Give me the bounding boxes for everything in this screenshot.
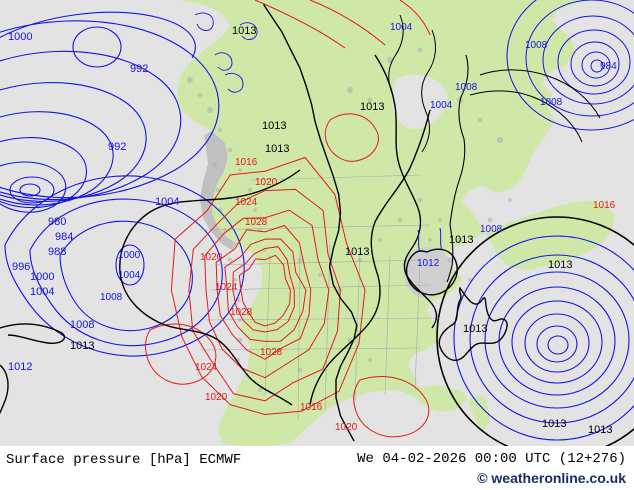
svg-text:1008: 1008 (70, 319, 94, 331)
svg-text:1008: 1008 (480, 224, 503, 235)
svg-text:996: 996 (12, 261, 30, 273)
svg-text:992: 992 (108, 141, 126, 153)
svg-text:1013: 1013 (70, 340, 94, 352)
svg-text:984: 984 (55, 231, 73, 243)
svg-text:1013: 1013 (232, 25, 256, 37)
svg-text:1028: 1028 (260, 347, 283, 358)
svg-text:1020: 1020 (255, 177, 278, 188)
svg-text:1013: 1013 (449, 234, 473, 246)
svg-text:1028: 1028 (245, 217, 268, 228)
svg-text:1020: 1020 (335, 422, 358, 433)
svg-text:1016: 1016 (235, 157, 258, 168)
svg-text:1012: 1012 (417, 258, 440, 269)
svg-text:1013: 1013 (542, 418, 566, 430)
svg-text:1024: 1024 (215, 282, 238, 293)
svg-text:992: 992 (130, 63, 148, 75)
svg-text:1004: 1004 (390, 22, 413, 33)
svg-text:980: 980 (48, 216, 66, 228)
svg-text:1028: 1028 (230, 307, 253, 318)
svg-text:1012: 1012 (8, 361, 32, 373)
svg-text:1013: 1013 (262, 120, 286, 132)
svg-text:1020: 1020 (205, 392, 228, 403)
svg-text:1004: 1004 (155, 196, 179, 208)
svg-text:1013: 1013 (588, 424, 612, 436)
svg-text:1013: 1013 (548, 259, 572, 271)
svg-text:1000: 1000 (30, 271, 54, 283)
svg-text:1024: 1024 (195, 362, 218, 373)
svg-text:1013: 1013 (265, 143, 289, 155)
svg-text:1016: 1016 (593, 200, 616, 211)
svg-text:1004: 1004 (430, 100, 453, 111)
svg-text:1004: 1004 (30, 286, 54, 298)
svg-text:984: 984 (600, 61, 617, 72)
svg-text:1024: 1024 (235, 197, 258, 208)
svg-text:1013: 1013 (360, 101, 384, 113)
svg-text:1020: 1020 (200, 252, 223, 263)
svg-text:1000: 1000 (118, 250, 141, 261)
svg-text:1004: 1004 (118, 270, 141, 281)
svg-text:1008: 1008 (540, 97, 563, 108)
svg-text:1008: 1008 (100, 292, 123, 303)
svg-text:1008: 1008 (455, 82, 478, 93)
svg-text:988: 988 (48, 246, 66, 258)
svg-text:1013: 1013 (463, 323, 487, 335)
svg-text:1000: 1000 (8, 31, 32, 43)
svg-text:1008: 1008 (525, 40, 548, 51)
svg-text:1013: 1013 (345, 246, 369, 258)
svg-text:1016: 1016 (300, 402, 323, 413)
